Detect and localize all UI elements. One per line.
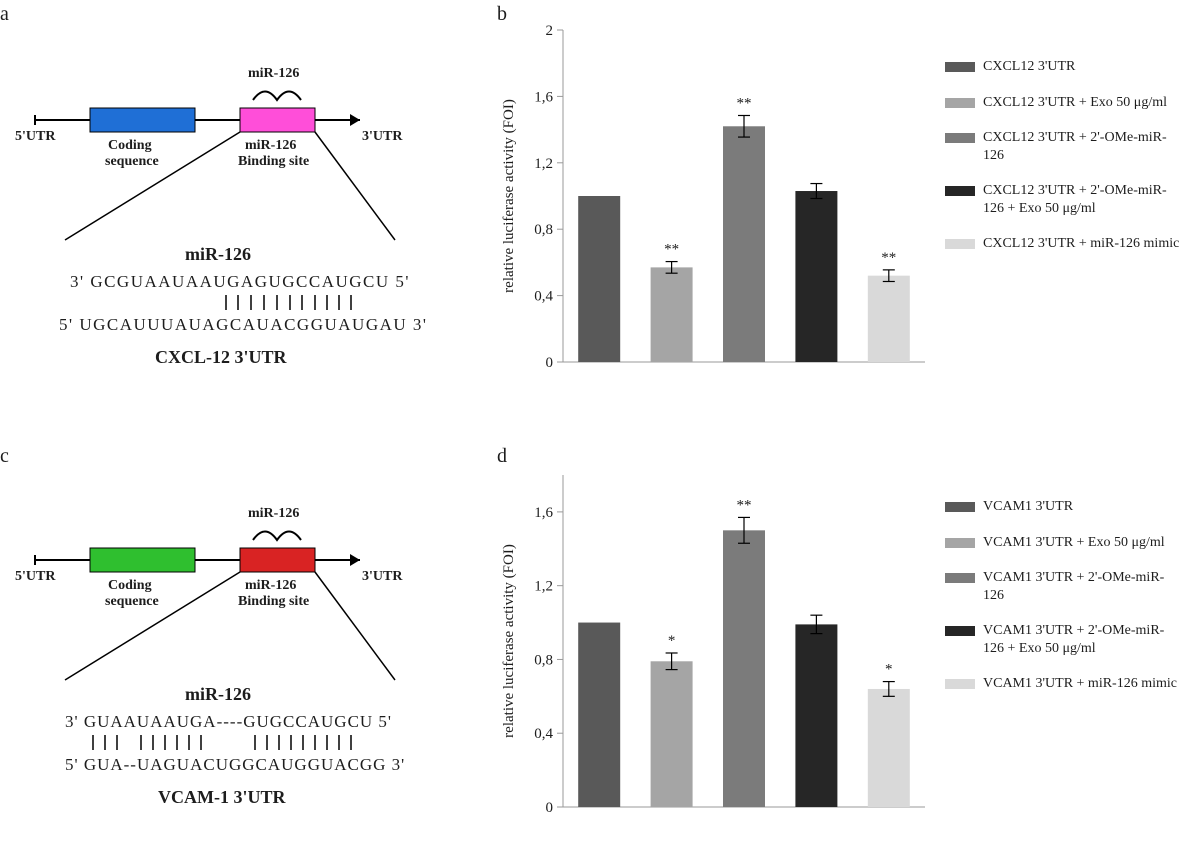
bar	[578, 623, 620, 807]
panel-label-a: a	[0, 3, 9, 26]
svg-text:sequence: sequence	[105, 154, 159, 169]
legend-text: CXCL12 3'UTR + miR-126 mimic	[983, 235, 1179, 253]
bar	[578, 196, 620, 362]
legend-text: VCAM1 3'UTR + 2'-OMe-miR-126 + Exo 50 μg…	[983, 622, 1183, 657]
svg-text:miR-126: miR-126	[248, 66, 299, 81]
legend-item: VCAM1 3'UTR + 2'-OMe-miR-126 + Exo 50 μg…	[945, 622, 1183, 657]
svg-text:relative luciferase activity (: relative luciferase activity (FOI)	[501, 99, 517, 293]
svg-text:**: **	[737, 95, 752, 111]
bar	[795, 191, 837, 362]
svg-text:CXCL-12 3'UTR: CXCL-12 3'UTR	[155, 347, 288, 367]
svg-text:*: *	[668, 633, 676, 649]
chart-d: 0 0,4 0,8 1,2 1,6 relative luciferase activit…	[495, 455, 935, 835]
svg-text:*: *	[885, 662, 893, 678]
svg-text:miR-126: miR-126	[245, 578, 296, 593]
svg-text:Coding: Coding	[108, 578, 152, 593]
legend-swatch	[945, 239, 975, 249]
legend-item: CXCL12 3'UTR	[945, 58, 1183, 76]
bar	[723, 126, 765, 362]
svg-text:0: 0	[546, 800, 554, 816]
legend-swatch	[945, 538, 975, 548]
svg-text:miR-126: miR-126	[248, 506, 299, 521]
legend-item: VCAM1 3'UTR + miR-126 mimic	[945, 675, 1183, 693]
chart-svg-d: 0 0,4 0,8 1,2 1,6 relative luciferase activit…	[495, 455, 935, 835]
svg-text:0,8: 0,8	[534, 652, 553, 668]
legend-item: VCAM1 3'UTR	[945, 498, 1183, 516]
legend-text: CXCL12 3'UTR + 2'-OMe-miR-126 + Exo 50 μ…	[983, 182, 1183, 217]
bar	[651, 267, 693, 362]
diagram-svg-c: 5'UTR 3'UTR Coding sequence miR-126 Bind…	[15, 485, 465, 855]
diagram-cxcl12: 5'UTR 3'UTR Coding sequence miR-126 Bind…	[15, 45, 465, 415]
svg-text:5'UTR: 5'UTR	[15, 569, 56, 584]
svg-text:5'UTR: 5'UTR	[15, 129, 56, 144]
svg-text:**: **	[737, 497, 752, 513]
chart-svg-b: 0 0,4 0,8 1,2 1,6 2 relative luciferase activi…	[495, 10, 935, 390]
legend-text: CXCL12 3'UTR + 2'-OMe-miR-126	[983, 129, 1183, 164]
binding-box-c	[240, 548, 315, 572]
svg-text:miR-126: miR-126	[245, 138, 296, 153]
svg-text:5' GUA--UAGUACUGGCAUGGUACGG 3': 5' GUA--UAGUACUGGCAUGGUACGG 3'	[65, 755, 405, 774]
coding-box-a	[90, 108, 195, 132]
svg-text:1,6: 1,6	[534, 505, 553, 521]
diagram-vcam1: 5'UTR 3'UTR Coding sequence miR-126 Bind…	[15, 485, 465, 855]
svg-text:VCAM-1 3'UTR: VCAM-1 3'UTR	[158, 787, 286, 807]
svg-text:3'UTR: 3'UTR	[362, 129, 403, 144]
svg-text:relative luciferase activity (: relative luciferase activity (FOI)	[501, 544, 517, 738]
bar	[868, 276, 910, 362]
legend-text: VCAM1 3'UTR + miR-126 mimic	[983, 675, 1177, 693]
bar	[723, 530, 765, 807]
svg-text:2: 2	[546, 23, 554, 39]
svg-text:Binding site: Binding site	[238, 594, 309, 609]
svg-text:Coding: Coding	[108, 138, 152, 153]
svg-text:1,6: 1,6	[534, 89, 553, 105]
legend-swatch	[945, 679, 975, 689]
legend-text: CXCL12 3'UTR + Exo 50 μg/ml	[983, 94, 1167, 112]
svg-text:1,2: 1,2	[534, 579, 553, 595]
svg-text:sequence: sequence	[105, 594, 159, 609]
legend-item: VCAM1 3'UTR + Exo 50 μg/ml	[945, 534, 1183, 552]
binding-box-a	[240, 108, 315, 132]
bar	[795, 624, 837, 807]
svg-text:**: **	[664, 242, 679, 258]
svg-text:3' GUAAUAAUGA----GUGCCAUGCU 5': 3' GUAAUAAUGA----GUGCCAUGCU 5'	[65, 712, 392, 731]
bar	[868, 689, 910, 807]
legend-item: CXCL12 3'UTR + 2'-OMe-miR-126	[945, 129, 1183, 164]
svg-text:0,4: 0,4	[534, 289, 553, 305]
legend-text: CXCL12 3'UTR	[983, 58, 1075, 76]
legend-swatch	[945, 186, 975, 196]
svg-text:0,4: 0,4	[534, 726, 553, 742]
legend-swatch	[945, 133, 975, 143]
legend-swatch	[945, 626, 975, 636]
bar	[651, 661, 693, 807]
legend-text: VCAM1 3'UTR + 2'-OMe-miR-126	[983, 569, 1183, 604]
svg-text:miR-126: miR-126	[185, 244, 251, 264]
svg-text:Binding site: Binding site	[238, 154, 309, 169]
svg-text:miR-126: miR-126	[185, 684, 251, 704]
legend-d: VCAM1 3'UTR VCAM1 3'UTR + Exo 50 μg/ml V…	[945, 498, 1183, 711]
legend-item: CXCL12 3'UTR + 2'-OMe-miR-126 + Exo 50 μ…	[945, 182, 1183, 217]
legend-swatch	[945, 502, 975, 512]
svg-text:1,2: 1,2	[534, 156, 553, 172]
legend-swatch	[945, 573, 975, 583]
legend-item: CXCL12 3'UTR + Exo 50 μg/ml	[945, 94, 1183, 112]
svg-text:5' UGCAUUUAUAGCAUACGGUAUGAU: 5' UGCAUUUAUAGCAUACGGUAUGAU 3'	[59, 315, 427, 334]
diagram-svg-a: 5'UTR 3'UTR Coding sequence miR-126 Bind…	[15, 45, 465, 415]
svg-text:**: **	[881, 250, 896, 266]
svg-text:3'UTR: 3'UTR	[362, 569, 403, 584]
svg-text:3' GCGUAAUAAUGAGUGCCAUGCU 5': 3' GCGUAAUAAUGAGUGCCAUGCU 5'	[70, 272, 410, 291]
legend-item: CXCL12 3'UTR + miR-126 mimic	[945, 235, 1183, 253]
legend-item: VCAM1 3'UTR + 2'-OMe-miR-126	[945, 569, 1183, 604]
legend-swatch	[945, 62, 975, 72]
svg-text:0,8: 0,8	[534, 222, 553, 238]
coding-box-c	[90, 548, 195, 572]
svg-text:0: 0	[546, 355, 554, 371]
legend-text: VCAM1 3'UTR + Exo 50 μg/ml	[983, 534, 1165, 552]
panel-label-c: c	[0, 445, 9, 468]
legend-swatch	[945, 98, 975, 108]
legend-text: VCAM1 3'UTR	[983, 498, 1073, 516]
legend-b: CXCL12 3'UTR CXCL12 3'UTR + Exo 50 μg/ml…	[945, 58, 1183, 271]
chart-b: 0 0,4 0,8 1,2 1,6 2 relative luciferase activi…	[495, 10, 935, 390]
